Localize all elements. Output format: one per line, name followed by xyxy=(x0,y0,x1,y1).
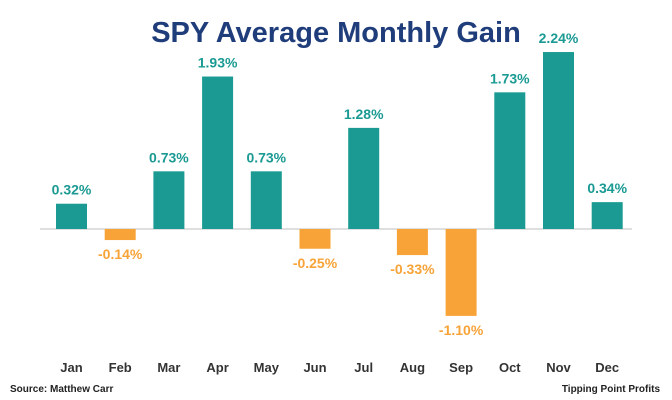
bar-apr xyxy=(202,76,234,229)
bar-dec xyxy=(591,202,623,229)
bar-mar xyxy=(153,171,185,229)
bar-sep xyxy=(445,229,477,316)
bar-nov xyxy=(543,52,574,229)
value-label-dec: 0.34% xyxy=(587,180,627,196)
chart-title: SPY Average Monthly Gain xyxy=(151,17,521,49)
x-tick-dec: Dec xyxy=(595,360,619,375)
x-tick-nov: Nov xyxy=(546,360,571,375)
value-label-oct: 1.73% xyxy=(490,70,530,86)
value-label-jul: 1.28% xyxy=(344,106,384,122)
x-tick-jun: Jun xyxy=(303,360,326,375)
value-label-aug: -0.33% xyxy=(390,261,435,277)
bar-jan xyxy=(56,203,87,229)
x-tick-oct: Oct xyxy=(499,360,521,375)
bar-feb xyxy=(104,229,136,241)
bar-oct xyxy=(494,92,526,229)
bar-aug xyxy=(396,229,428,256)
value-label-sep: -1.10% xyxy=(439,322,484,338)
x-tick-feb: Feb xyxy=(109,360,132,375)
value-label-jan: 0.32% xyxy=(52,182,92,198)
value-label-mar: 0.73% xyxy=(149,149,189,165)
value-labels-group: 0.32% -0.14% 0.73% 1.93% 0.73% -0.25% 1.28% -0.… xyxy=(52,30,628,338)
x-tick-apr: Apr xyxy=(206,360,228,375)
value-label-jun: -0.25% xyxy=(293,255,338,271)
x-tick-sep: Sep xyxy=(449,360,473,375)
x-tick-jan: Jan xyxy=(60,360,82,375)
source-note: Source: Matthew Carr xyxy=(10,384,113,395)
x-tick-labels-group: Jan Feb Mar Apr May Jun Jul Aug Sep Oct Nov Dec xyxy=(60,360,619,375)
value-label-apr: 1.93% xyxy=(198,55,238,71)
value-label-nov: 2.24% xyxy=(539,30,579,46)
x-tick-mar: Mar xyxy=(157,360,180,375)
value-label-feb: -0.14% xyxy=(98,246,143,262)
brand-logo-text: Tipping Point Profits xyxy=(562,384,661,395)
x-tick-aug: Aug xyxy=(400,360,425,375)
x-tick-jul: Jul xyxy=(354,360,373,375)
bar-jun xyxy=(299,229,331,249)
bars-group xyxy=(56,52,623,316)
value-label-may: 0.73% xyxy=(246,149,286,165)
x-tick-may: May xyxy=(254,360,280,375)
bar-may xyxy=(250,171,282,229)
bar-jul xyxy=(348,127,380,229)
